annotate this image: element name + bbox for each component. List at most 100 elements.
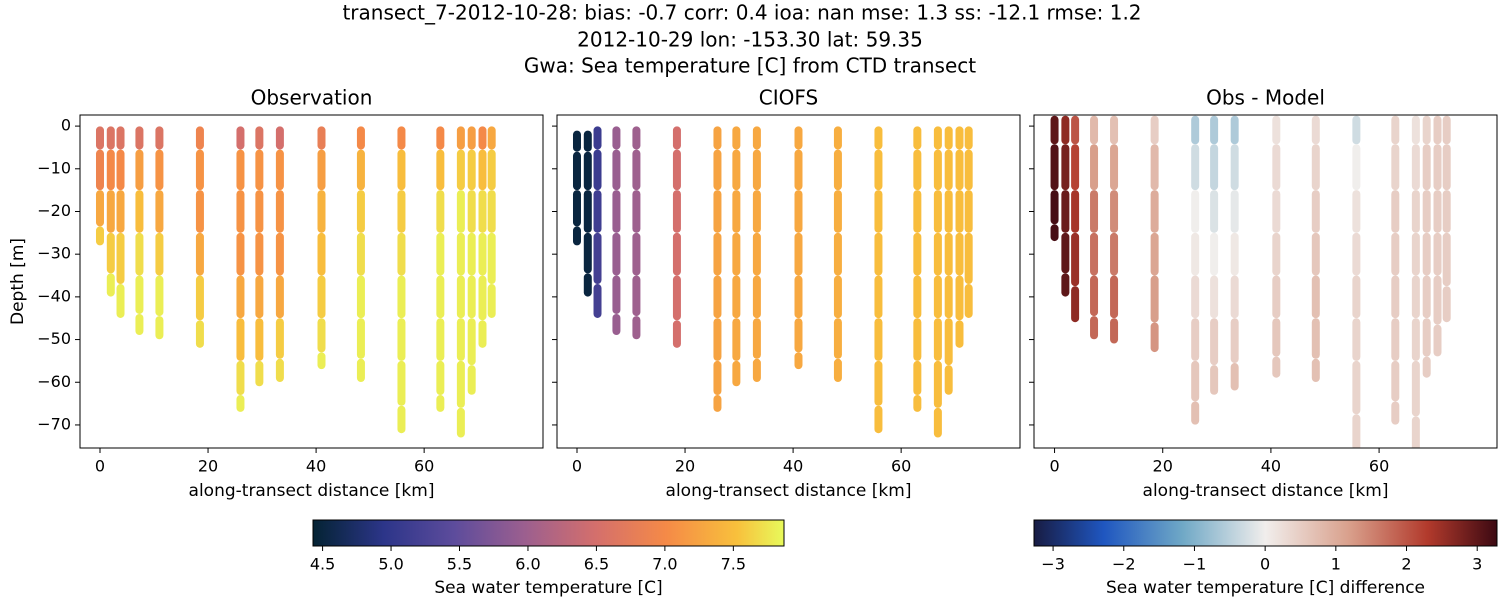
profile-point (467, 318, 476, 366)
y-tick-label: −30 (37, 244, 71, 263)
profile-point (913, 395, 922, 412)
x-tick-label: 60 (1369, 457, 1389, 476)
profile-point (944, 126, 953, 150)
profile-point (195, 275, 204, 321)
profile-point (397, 190, 406, 233)
profile-point (95, 226, 104, 246)
profile-point (1433, 324, 1442, 357)
axes-frame (79, 114, 544, 449)
profile-point (456, 275, 465, 319)
profile-point (1411, 416, 1420, 448)
profile-point (1210, 318, 1219, 366)
profile-point (255, 232, 264, 276)
profile-point (135, 149, 144, 191)
profile-point (1050, 144, 1059, 191)
profile-point (833, 318, 842, 359)
colorbar-tick-label: 0 (1260, 555, 1270, 574)
profile-point (944, 318, 953, 366)
profile-point (1071, 115, 1080, 145)
profile-point (1422, 144, 1431, 191)
profile-point (1352, 232, 1361, 276)
profile-point (106, 190, 115, 233)
profile-point (155, 190, 164, 233)
profile-point (1391, 360, 1400, 402)
profile-point (236, 190, 245, 233)
profile-point (713, 126, 722, 150)
profile-point (1433, 275, 1442, 325)
profile-point (794, 318, 803, 353)
profile-point (478, 275, 487, 321)
profile-point (1433, 144, 1442, 191)
profile-point (593, 232, 602, 285)
profile-point (632, 126, 641, 150)
profile-point (874, 275, 883, 319)
profile-point (116, 126, 125, 150)
profile-point (1071, 232, 1080, 287)
profile-point (317, 149, 326, 191)
profile-point (593, 149, 602, 191)
profile-point (1071, 190, 1080, 233)
profile-point (467, 232, 476, 276)
profile-point (106, 273, 115, 297)
profile-point (713, 232, 722, 276)
profile-point (1191, 401, 1200, 425)
profile-point (275, 232, 284, 276)
profile-point (397, 232, 406, 276)
profile-point (195, 320, 204, 348)
profile-point (1311, 144, 1320, 191)
profile-point (1391, 115, 1400, 145)
colorbar-tick-label: 2 (1401, 555, 1411, 574)
profile-point (436, 232, 445, 276)
profile-point (1391, 232, 1400, 276)
suptitle-line: Gwa: Sea temperature [C] from CTD transe… (524, 54, 976, 78)
profile-point (572, 130, 581, 152)
profile-point (583, 130, 592, 152)
y-tick-label: −40 (37, 286, 71, 305)
profile-point (1210, 144, 1219, 191)
profile-point (944, 365, 953, 395)
profile-point (874, 405, 883, 434)
profile-point (632, 232, 641, 276)
profile-point (1210, 232, 1219, 276)
profile-point (732, 190, 741, 233)
x-tick-label: 20 (675, 457, 695, 476)
profile-point (1433, 190, 1442, 233)
profile-point (317, 318, 326, 353)
profile-point (467, 275, 476, 319)
profile-point (752, 149, 761, 191)
profile-point (275, 318, 284, 359)
profile-point (593, 284, 602, 318)
profile-point (732, 232, 741, 276)
profile-point (1061, 273, 1070, 297)
profile-point (275, 126, 284, 150)
x-tick-label: 40 (306, 457, 326, 476)
profile-point (672, 232, 681, 276)
profile-point (1272, 318, 1281, 357)
profile-point (1061, 232, 1070, 274)
profile-point (1110, 144, 1119, 191)
profile-point (632, 316, 641, 340)
profile-point (456, 149, 465, 191)
profile-point (632, 149, 641, 191)
profile-point (572, 190, 581, 227)
profile-point (155, 149, 164, 191)
profile-point (874, 126, 883, 150)
colorbar-label: Sea water temperature [C] (434, 578, 662, 598)
profile-point (964, 126, 973, 150)
x-tick-label: 0 (572, 457, 582, 476)
profile-point (1352, 414, 1361, 448)
profile-point (713, 275, 722, 319)
profile-point (195, 149, 204, 191)
profile-point (874, 318, 883, 361)
profile-point (612, 232, 621, 276)
profile-point (913, 190, 922, 233)
profile-point (478, 320, 487, 348)
profile-point (1150, 144, 1159, 191)
profile-point (1311, 318, 1320, 359)
colorbar-tick-label: 3 (1472, 555, 1482, 574)
x-tick-label: 20 (198, 457, 218, 476)
profile-point (1150, 232, 1159, 276)
profile-point (672, 320, 681, 348)
